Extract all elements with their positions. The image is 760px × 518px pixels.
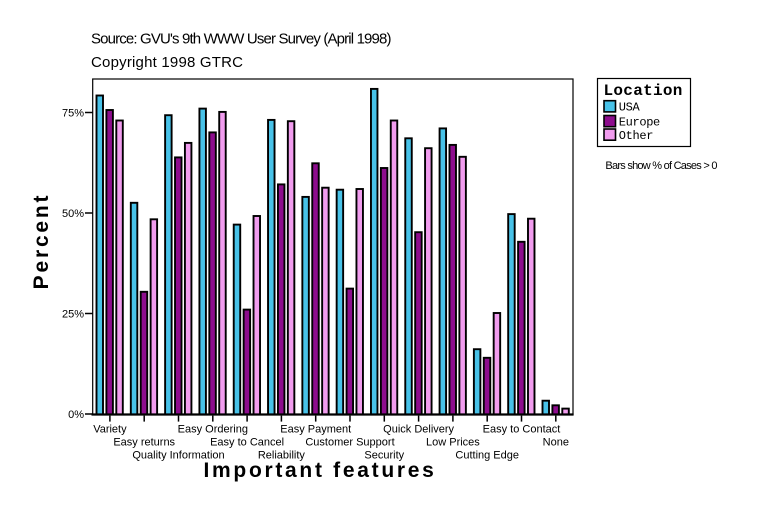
svg-text:Copyright 1998 GTRC: Copyright 1998 GTRC	[91, 54, 243, 71]
svg-text:Customer Support: Customer Support	[305, 437, 394, 449]
svg-text:Quality Information: Quality Information	[132, 450, 224, 462]
svg-text:25%: 25%	[62, 309, 84, 321]
svg-text:USA: USA	[619, 101, 641, 115]
svg-text:Easy to Contact: Easy to Contact	[483, 424, 561, 436]
svg-text:Variety: Variety	[93, 424, 127, 436]
svg-text:Quick Delivery: Quick Delivery	[383, 424, 454, 436]
svg-text:Important features: Important features	[204, 459, 437, 482]
svg-text:50%: 50%	[62, 208, 84, 220]
svg-text:Reliability: Reliability	[258, 450, 306, 462]
svg-text:Bars show % of Cases > 0: Bars show % of Cases > 0	[605, 160, 717, 172]
svg-text:Europe: Europe	[619, 115, 660, 129]
svg-text:Easy to Cancel: Easy to Cancel	[210, 437, 284, 449]
svg-text:75%: 75%	[62, 108, 84, 120]
svg-text:Other: Other	[619, 129, 653, 143]
svg-text:Percent: Percent	[30, 193, 53, 290]
svg-text:Easy Ordering: Easy Ordering	[178, 424, 248, 436]
svg-text:Security: Security	[364, 450, 404, 462]
svg-text:0%: 0%	[68, 409, 84, 421]
svg-text:Easy Payment: Easy Payment	[280, 424, 351, 436]
svg-text:Easy returns: Easy returns	[113, 437, 175, 449]
svg-text:Low Prices: Low Prices	[426, 437, 480, 449]
svg-text:Location: Location	[604, 82, 683, 100]
svg-text:None: None	[543, 437, 569, 449]
svg-text:Source: GVU's 9th WWW User Sur: Source: GVU's 9th WWW User Survey (April…	[91, 31, 392, 48]
svg-text:Cutting Edge: Cutting Edge	[455, 450, 519, 462]
